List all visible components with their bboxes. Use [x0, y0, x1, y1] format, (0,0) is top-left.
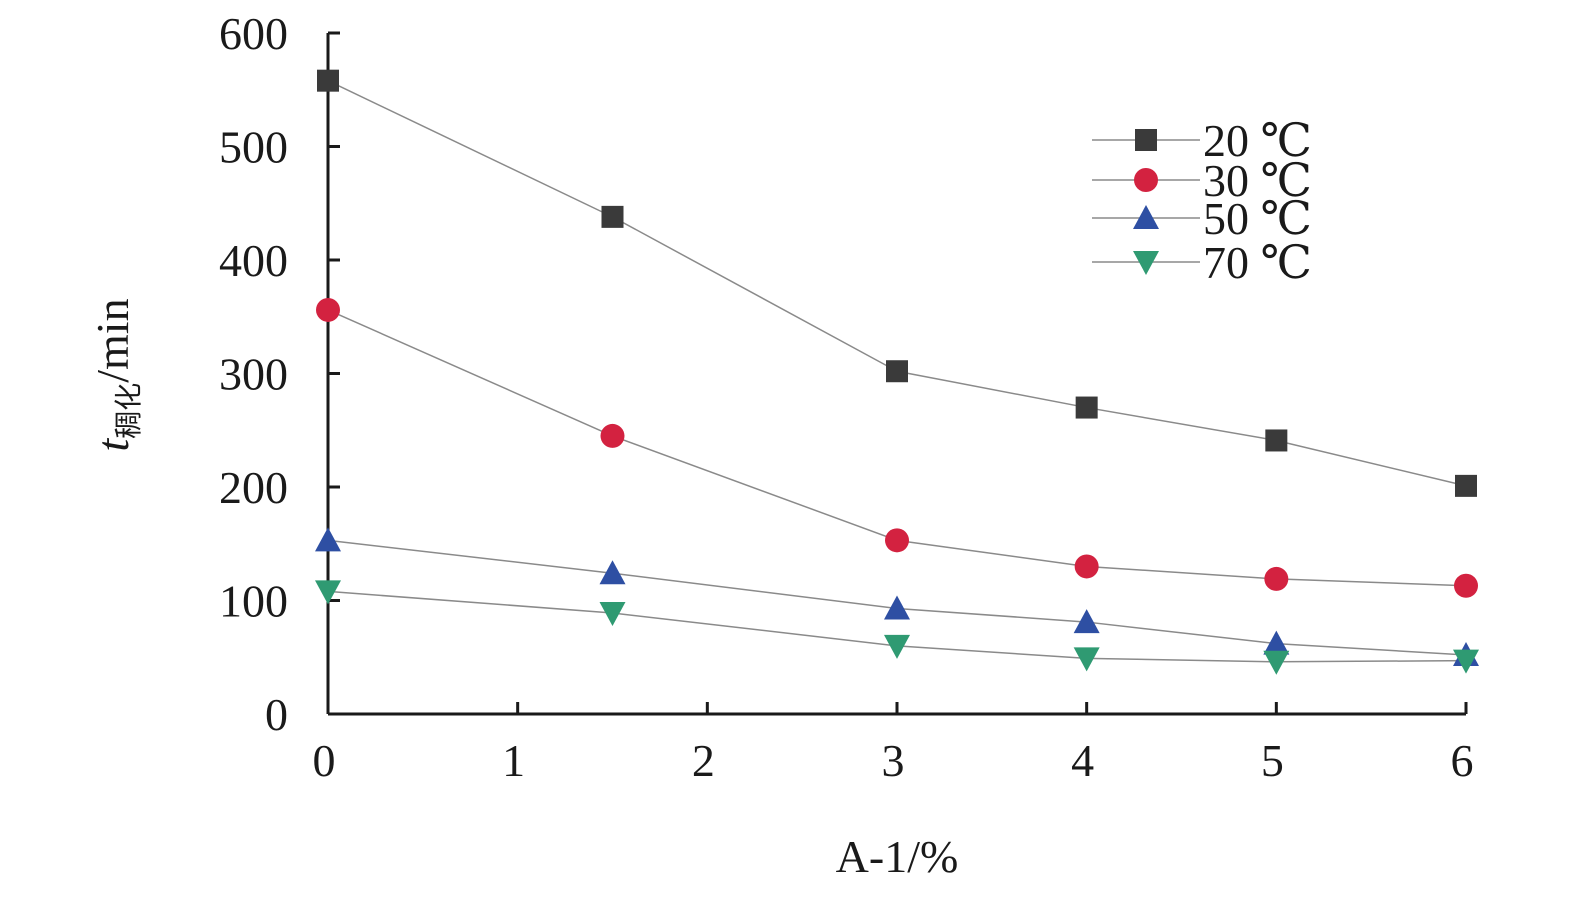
- y-tick-label: 500: [219, 122, 288, 173]
- legend-label: 70 ℃: [1203, 237, 1312, 288]
- data-point: [1074, 554, 1099, 579]
- series-line: [327, 539, 1467, 656]
- series-line: [327, 309, 1467, 587]
- data-point: [884, 634, 910, 659]
- data-point: [317, 69, 339, 92]
- y-axis-title-main: t: [87, 438, 138, 452]
- data-point: [1073, 647, 1100, 672]
- data-point: [599, 601, 626, 626]
- x-tick-label: 6: [1451, 735, 1474, 786]
- data-point: [1264, 566, 1289, 591]
- data-point: [886, 360, 908, 383]
- series-lines: [327, 79, 1467, 663]
- legend-marker: [1135, 129, 1157, 151]
- x-tick-label: 2: [692, 735, 715, 786]
- series-line: [327, 79, 1467, 487]
- series-line: [327, 590, 1467, 663]
- x-axis-title: A-1/%: [836, 831, 959, 882]
- data-point: [316, 297, 340, 322]
- legend-marker: [1134, 168, 1158, 192]
- y-axis-title: t稠化/min: [87, 298, 145, 451]
- data-point: [885, 528, 909, 553]
- data-point: [1454, 573, 1478, 598]
- legend-marker: [1133, 251, 1159, 275]
- legend-label: 50 ℃: [1203, 193, 1312, 244]
- x-tick-label: 0: [313, 735, 336, 786]
- data-point: [1265, 429, 1288, 452]
- y-tick-label: 0: [265, 689, 288, 740]
- y-tick-label: 400: [219, 235, 288, 286]
- data-point: [315, 527, 341, 552]
- y-axis-title-subscript: 稠化: [113, 383, 145, 439]
- x-tick-label: 5: [1261, 735, 1284, 786]
- y-tick-label: 100: [219, 576, 288, 627]
- data-point: [1073, 609, 1100, 634]
- data-point: [1075, 396, 1098, 419]
- data-point: [600, 423, 625, 448]
- data-point: [1263, 650, 1290, 675]
- y-axis-title-unit: /min: [87, 298, 138, 382]
- data-point: [599, 560, 626, 585]
- y-tick-label: 600: [219, 8, 288, 59]
- y-tick-label: 200: [219, 462, 288, 513]
- legend-marker: [1133, 205, 1159, 229]
- legend-label: 30 ℃: [1203, 155, 1312, 206]
- data-point: [315, 580, 341, 605]
- legend-label: 20 ℃: [1203, 115, 1312, 166]
- y-tick-label: 300: [219, 349, 288, 400]
- x-tick-label: 4: [1071, 735, 1094, 786]
- x-tick-label: 3: [882, 735, 905, 786]
- data-point: [601, 205, 624, 228]
- series-markers: [315, 69, 1479, 675]
- legend: 20 ℃30 ℃50 ℃70 ℃: [1092, 115, 1312, 288]
- x-tick-label: 1: [502, 735, 525, 786]
- data-point: [1455, 474, 1477, 497]
- data-point: [1263, 630, 1290, 655]
- data-point: [1453, 649, 1479, 674]
- data-point: [884, 595, 910, 620]
- axes: 0 1 2 3 4 5 6 0 100 200 300 400 500 600: [219, 8, 1474, 786]
